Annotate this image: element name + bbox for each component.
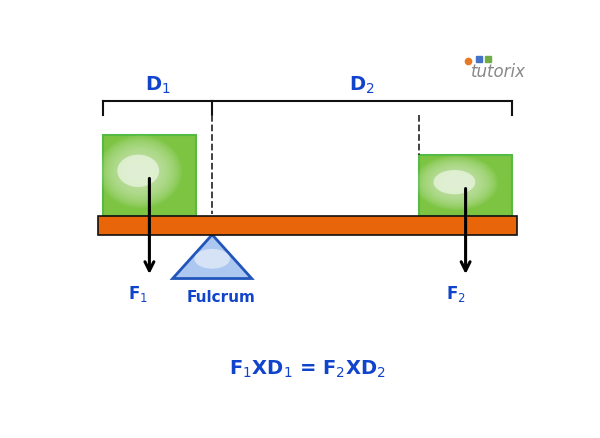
Polygon shape bbox=[173, 235, 252, 279]
Bar bbox=[98, 216, 517, 235]
Ellipse shape bbox=[421, 159, 492, 206]
Text: F$_2$: F$_2$ bbox=[446, 283, 466, 304]
Bar bbox=[419, 155, 512, 216]
Ellipse shape bbox=[423, 161, 490, 205]
Ellipse shape bbox=[416, 157, 496, 208]
Ellipse shape bbox=[98, 135, 182, 208]
Ellipse shape bbox=[434, 170, 475, 194]
Ellipse shape bbox=[419, 158, 494, 207]
Ellipse shape bbox=[415, 155, 498, 210]
Text: D$_2$: D$_2$ bbox=[349, 75, 375, 96]
Text: D$_1$: D$_1$ bbox=[145, 75, 170, 96]
Text: F$_1$XD$_1$ = F$_2$XD$_2$: F$_1$XD$_1$ = F$_2$XD$_2$ bbox=[229, 359, 386, 380]
Ellipse shape bbox=[111, 146, 169, 197]
Ellipse shape bbox=[104, 141, 176, 202]
Ellipse shape bbox=[118, 155, 159, 187]
Ellipse shape bbox=[194, 249, 230, 268]
Ellipse shape bbox=[103, 139, 178, 205]
Text: tutorix: tutorix bbox=[471, 63, 526, 81]
Bar bbox=[103, 135, 196, 216]
Text: Fulcrum: Fulcrum bbox=[187, 290, 256, 305]
Ellipse shape bbox=[425, 162, 488, 203]
Ellipse shape bbox=[107, 142, 173, 201]
Text: F$_1$: F$_1$ bbox=[128, 283, 148, 304]
Ellipse shape bbox=[427, 164, 485, 202]
Ellipse shape bbox=[109, 144, 172, 199]
Ellipse shape bbox=[100, 137, 180, 206]
